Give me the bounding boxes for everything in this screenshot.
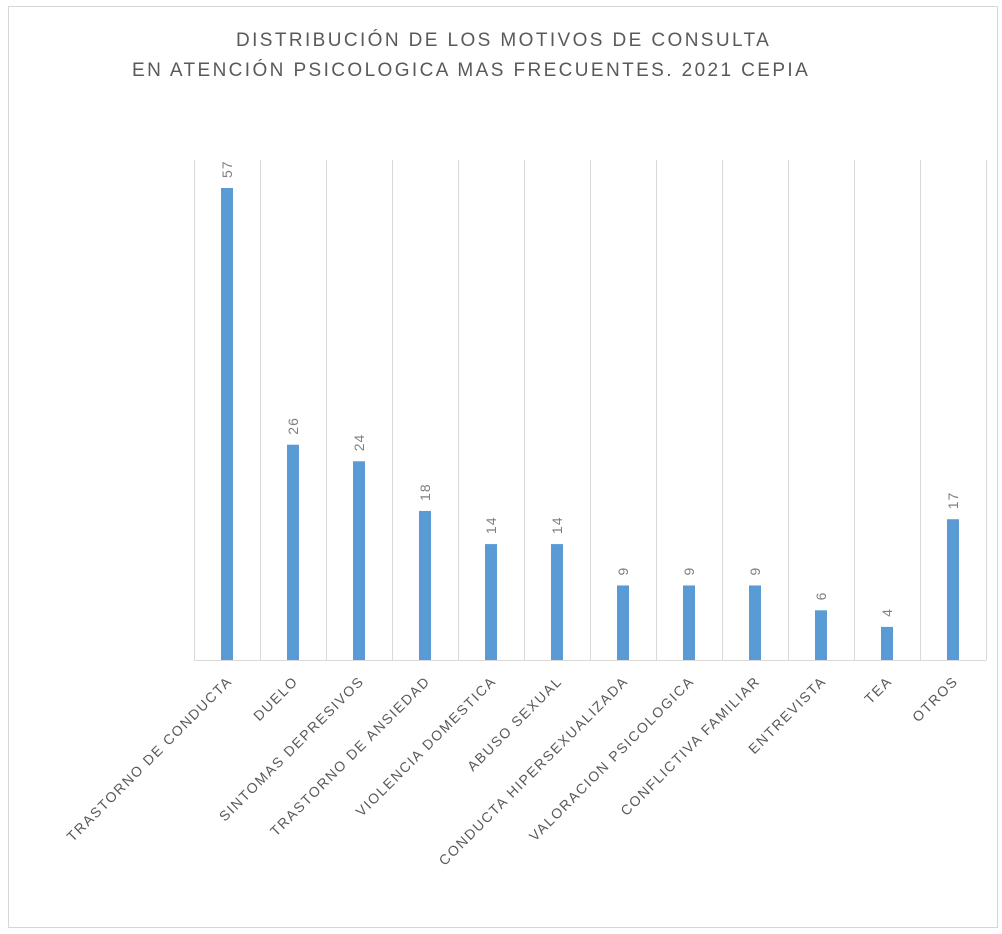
bar — [683, 585, 695, 660]
data-label: 17 — [945, 492, 961, 510]
x-tick-label: DUELO — [250, 673, 301, 724]
data-label: 57 — [219, 160, 235, 178]
data-label: 24 — [351, 434, 367, 452]
bar — [287, 444, 299, 660]
data-label: 26 — [285, 417, 301, 435]
bar — [749, 585, 761, 660]
data-label: 9 — [681, 567, 697, 576]
bar — [419, 510, 431, 660]
data-label: 6 — [813, 592, 829, 601]
data-label: 18 — [417, 483, 433, 501]
bar — [221, 188, 233, 660]
x-tick-label: TRASTORNO DE CONDUCTA — [63, 673, 235, 845]
bar — [353, 461, 365, 660]
chart-title: DISTRIBUCIÓN DE LOS MOTIVOS DE CONSULTA … — [0, 26, 1002, 86]
x-tick-label: CONFLICTIVA FAMILIAR — [617, 673, 763, 819]
data-label: 4 — [879, 608, 895, 617]
x-tick-label: VIOLENCIA DOMESTICA — [352, 673, 499, 820]
chart-title-line-2: EN ATENCIÓN PSICOLOGICA MAS FRECUENTES. … — [132, 60, 811, 81]
chart-title-line-1: DISTRIBUCIÓN DE LOS MOTIVOS DE CONSULTA — [236, 30, 772, 51]
x-tick-label: TEA — [861, 673, 895, 707]
bar — [485, 544, 497, 660]
bar — [617, 585, 629, 660]
chart-frame — [8, 6, 998, 928]
bar — [947, 519, 959, 660]
bar — [815, 610, 827, 660]
data-label: 9 — [747, 567, 763, 576]
bar — [881, 626, 893, 660]
data-label: 14 — [483, 516, 499, 534]
x-tick-label: OTROS — [909, 673, 961, 725]
x-tick-label: SINTOMAS DEPRESIVOS — [216, 673, 367, 824]
data-label: 14 — [549, 516, 565, 534]
bar — [551, 544, 563, 660]
data-label: 9 — [615, 567, 631, 576]
